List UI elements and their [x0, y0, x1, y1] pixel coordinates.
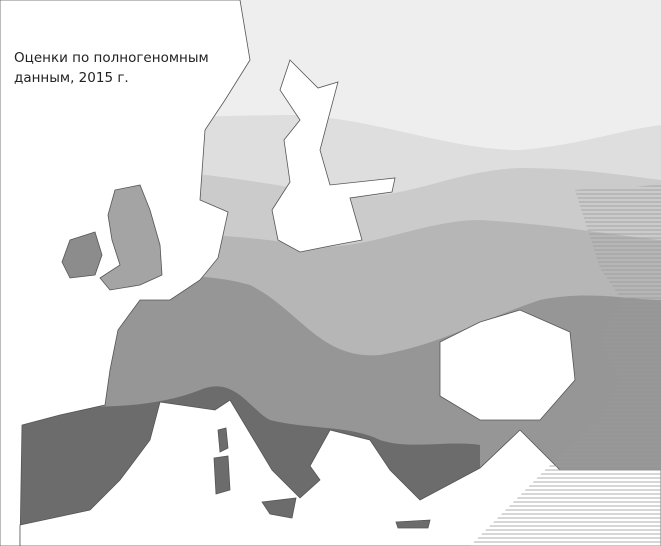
sardinia — [213, 455, 231, 495]
map-caption: Оценки по полногеномным данным, 2015 г. — [14, 48, 214, 88]
corsica — [217, 427, 229, 453]
black-sea — [439, 309, 576, 421]
great-britain — [99, 184, 163, 291]
baltic-sea — [271, 59, 396, 253]
hatched-area — [470, 185, 661, 546]
crete — [395, 519, 431, 529]
ireland — [61, 231, 103, 279]
caption-line-2: данным, 2015 г. — [14, 70, 129, 86]
caption-line-1: Оценки по полногеномным — [14, 50, 209, 66]
sicily — [261, 497, 297, 519]
